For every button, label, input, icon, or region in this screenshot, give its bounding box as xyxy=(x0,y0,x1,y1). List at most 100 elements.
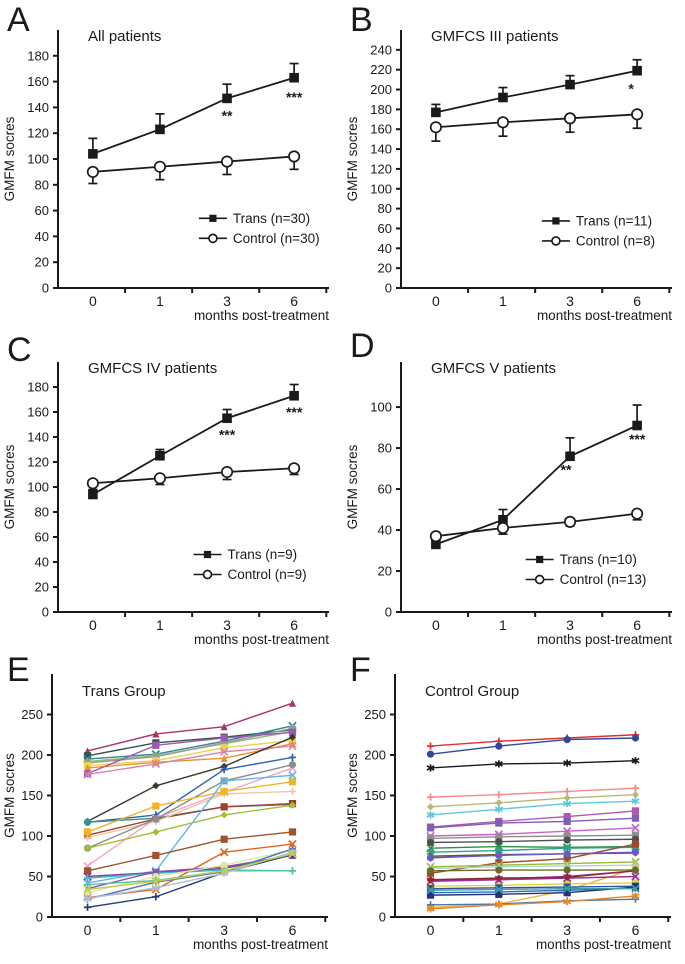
svg-text:80: 80 xyxy=(378,201,392,216)
svg-text:3: 3 xyxy=(220,922,228,938)
panel-f-letter: F xyxy=(350,651,371,689)
svg-text:Trans Group: Trans Group xyxy=(82,683,166,700)
panel-d: D 0 20 40 60 80 100 0 1 3 6 months post-treatment G… xyxy=(343,320,685,650)
svg-text:months post-treatment: months post-treatment xyxy=(537,632,672,647)
svg-text:0: 0 xyxy=(84,922,92,938)
svg-text:0: 0 xyxy=(432,293,440,309)
svg-text:Control (n=9): Control (n=9) xyxy=(228,567,307,582)
svg-text:Control (n=8): Control (n=8) xyxy=(576,233,655,248)
svg-text:0: 0 xyxy=(36,910,43,925)
svg-text:GMFCS III patients: GMFCS III patients xyxy=(431,28,559,45)
svg-text:0: 0 xyxy=(432,617,440,633)
svg-text:***: *** xyxy=(629,431,646,447)
panel-c: C 0 20 40 60 80 100 120 140 160 180 0 1 3 6 months pos… xyxy=(0,320,342,650)
chart-canvas-b: 0 20 40 60 80 100 120 140 160 180 200 220 240 0 1 3 6mon… xyxy=(345,28,672,320)
svg-text:1: 1 xyxy=(156,293,164,309)
svg-text:120: 120 xyxy=(27,455,49,470)
svg-text:140: 140 xyxy=(27,100,49,115)
svg-text:1: 1 xyxy=(152,922,160,938)
svg-text:50: 50 xyxy=(372,869,386,884)
svg-text:40: 40 xyxy=(35,555,49,570)
svg-text:Trans (n=30): Trans (n=30) xyxy=(233,211,310,226)
svg-text:*: * xyxy=(628,81,634,97)
svg-text:**: ** xyxy=(561,462,572,478)
svg-text:3: 3 xyxy=(566,617,574,633)
svg-text:1: 1 xyxy=(156,617,164,633)
panel-f: F 0 50 100 150 200 250 0 1 3 6 months post-treatme… xyxy=(343,650,685,964)
svg-text:150: 150 xyxy=(21,788,43,803)
svg-text:50: 50 xyxy=(29,869,43,884)
svg-text:6: 6 xyxy=(289,922,297,938)
svg-text:80: 80 xyxy=(35,177,49,192)
svg-text:20: 20 xyxy=(378,564,392,579)
svg-text:100: 100 xyxy=(21,829,43,844)
svg-text:3: 3 xyxy=(566,293,574,309)
svg-text:60: 60 xyxy=(378,221,392,236)
svg-text:GMFM socres: GMFM socres xyxy=(2,444,17,529)
svg-text:**: ** xyxy=(222,107,233,123)
svg-text:180: 180 xyxy=(27,48,49,63)
svg-text:3: 3 xyxy=(563,922,571,938)
svg-text:***: *** xyxy=(219,427,236,443)
svg-text:60: 60 xyxy=(35,530,49,545)
svg-text:0: 0 xyxy=(89,617,97,633)
svg-text:1: 1 xyxy=(499,293,507,309)
svg-text:1: 1 xyxy=(495,922,503,938)
svg-text:40: 40 xyxy=(35,229,49,244)
svg-text:6: 6 xyxy=(633,293,641,309)
svg-text:Control Group: Control Group xyxy=(425,683,519,700)
panel-b: B 0 20 40 60 80 100 120 140 160 180 200 220 240 0 1 3 6 m… xyxy=(343,0,685,320)
svg-text:GMFM socres: GMFM socres xyxy=(345,753,360,838)
panel-c-letter: C xyxy=(7,331,32,369)
svg-text:months post-treatment: months post-treatment xyxy=(536,937,671,952)
panel-d-letter: D xyxy=(350,327,375,365)
svg-text:120: 120 xyxy=(27,126,49,141)
svg-text:Trans (n=9): Trans (n=9) xyxy=(228,547,298,562)
svg-text:All patients: All patients xyxy=(88,28,161,45)
svg-text:0: 0 xyxy=(385,605,392,620)
svg-text:250: 250 xyxy=(364,707,386,722)
svg-text:0: 0 xyxy=(379,910,386,925)
svg-text:100: 100 xyxy=(27,480,49,495)
svg-text:months post-treatment: months post-treatment xyxy=(193,937,328,952)
svg-text:Control (n=13): Control (n=13) xyxy=(560,572,647,587)
svg-text:6: 6 xyxy=(632,922,640,938)
svg-text:months post-treatment: months post-treatment xyxy=(194,308,329,320)
svg-text:GMFCS V patients: GMFCS V patients xyxy=(431,360,556,377)
svg-text:60: 60 xyxy=(378,482,392,497)
svg-text:Trans (n=11): Trans (n=11) xyxy=(576,213,652,228)
svg-text:20: 20 xyxy=(35,580,49,595)
svg-text:40: 40 xyxy=(378,241,392,256)
svg-text:120: 120 xyxy=(370,161,392,176)
panel-e-letter: E xyxy=(7,651,30,689)
svg-text:months post-treatment: months post-treatment xyxy=(194,632,329,647)
svg-text:80: 80 xyxy=(35,505,49,520)
svg-text:100: 100 xyxy=(364,829,386,844)
svg-text:0: 0 xyxy=(427,922,435,938)
svg-text:160: 160 xyxy=(27,74,49,89)
svg-text:20: 20 xyxy=(378,261,392,276)
svg-text:140: 140 xyxy=(370,142,392,157)
svg-text:80: 80 xyxy=(378,441,392,456)
panel-a: A 0 20 40 60 80 100 120 140 160 180 0 1 3 6 months pos… xyxy=(0,0,342,320)
svg-text:200: 200 xyxy=(21,748,43,763)
svg-text:0: 0 xyxy=(42,605,49,620)
svg-text:240: 240 xyxy=(370,42,392,57)
svg-text:20: 20 xyxy=(35,255,49,270)
svg-text:150: 150 xyxy=(364,788,386,803)
svg-text:180: 180 xyxy=(27,380,49,395)
svg-text:100: 100 xyxy=(27,152,49,167)
svg-text:***: *** xyxy=(286,89,303,105)
svg-text:40: 40 xyxy=(378,523,392,538)
svg-text:100: 100 xyxy=(370,400,392,415)
panel-e: E 0 50 100 150 200 250 0 1 3 6 months post-treatme… xyxy=(0,650,342,964)
svg-text:6: 6 xyxy=(633,617,641,633)
svg-text:250: 250 xyxy=(21,707,43,722)
svg-text:140: 140 xyxy=(27,430,49,445)
